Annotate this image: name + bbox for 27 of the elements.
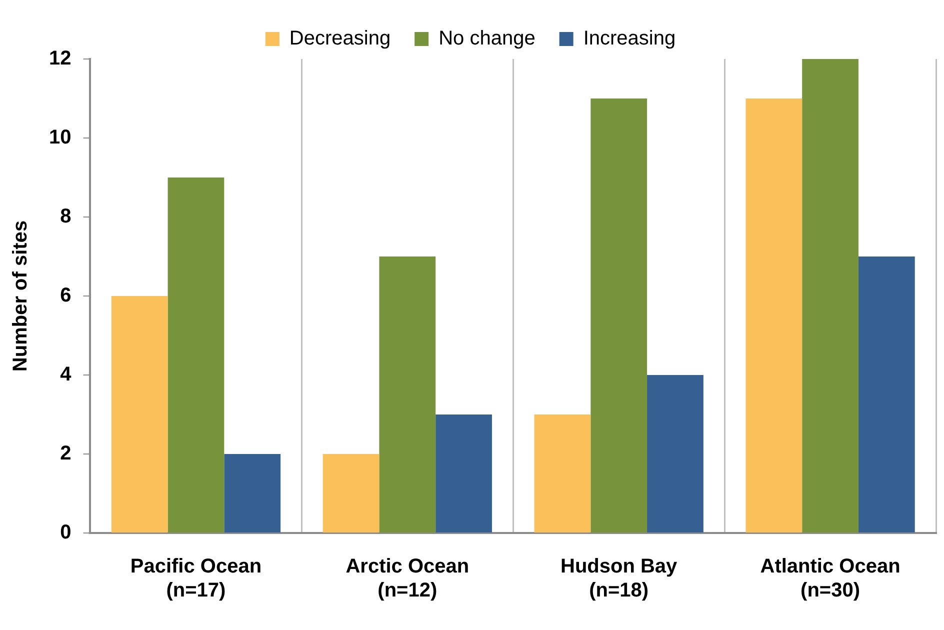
x-tick-label: Atlantic Ocean (n=30) <box>760 556 900 602</box>
bar <box>590 98 648 532</box>
legend-label: Increasing <box>583 28 676 50</box>
bar <box>224 454 281 532</box>
y-tick-label: 2 <box>60 442 72 465</box>
bar <box>111 296 168 532</box>
y-tick-label: 0 <box>60 522 72 544</box>
bar <box>858 256 915 532</box>
bar <box>322 454 380 532</box>
y-axis-title: Number of sites <box>10 220 32 372</box>
y-tick-label: 4 <box>60 364 72 386</box>
bar <box>534 414 591 532</box>
legend-label: Decreasing <box>289 28 391 50</box>
x-tick-label: Pacific Ocean (n=17) <box>130 556 262 602</box>
bar <box>168 178 224 532</box>
x-tick-label: Hudson Bay (n=18) <box>560 556 678 602</box>
x-tick-label: Arctic Ocean (n=12) <box>346 556 470 602</box>
y-tick-label: 8 <box>60 206 72 228</box>
y-tick-label: 12 <box>48 48 72 70</box>
y-tick-label: 10 <box>48 126 72 149</box>
bar <box>802 59 858 532</box>
legend-label: No change <box>438 28 536 50</box>
bar <box>379 256 436 532</box>
y-tick-label: 6 <box>60 284 72 307</box>
bar <box>436 414 492 532</box>
bar <box>746 98 802 532</box>
bar <box>647 375 704 532</box>
